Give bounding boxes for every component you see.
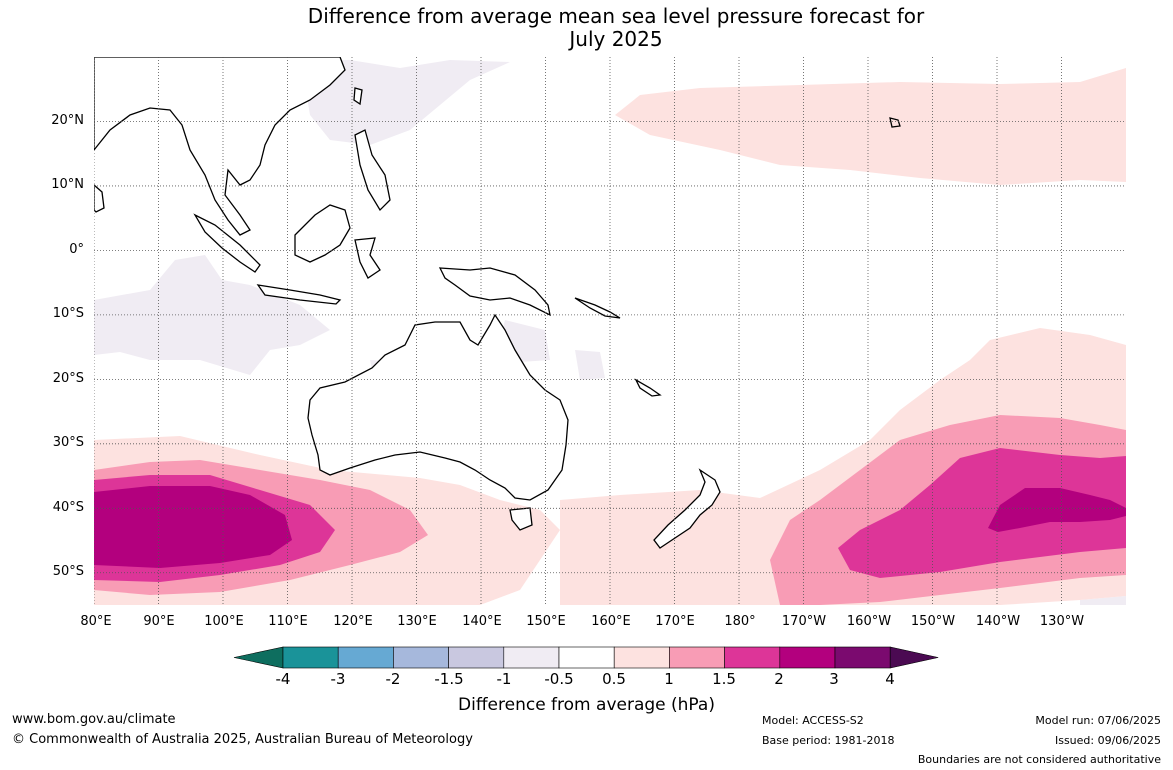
cb-tick-m0-5: -0.5 — [544, 670, 574, 688]
colorbar-extend-low — [233, 646, 284, 669]
pressure-anomaly-map — [94, 57, 1126, 605]
footer-base-period: Base period: 1981-2018 — [762, 734, 895, 747]
colorbar-segments — [233, 646, 939, 669]
cb-tick-2: 2 — [774, 670, 784, 688]
gridlines — [94, 57, 1126, 605]
sulawesi-coastline — [354, 237, 381, 279]
lon-label-140w: 140°W — [975, 614, 1021, 629]
colorbar-segment — [282, 646, 339, 669]
colorbar-segment — [779, 646, 836, 669]
footer-issued: Issued: 09/06/2025 — [1054, 734, 1161, 747]
anomaly-region-pos-2-east — [988, 488, 1126, 532]
footer-copyright: © Commonwealth of Australia 2025, Austra… — [12, 732, 473, 747]
anomaly-region-neg-0-5-south-china-sea — [300, 60, 510, 145]
hawaii-coastline — [889, 117, 901, 128]
lon-label-150w: 150°W — [910, 614, 956, 629]
colorbar-label: Difference from average (hPa) — [458, 695, 715, 715]
cb-tick-m1: -1 — [496, 670, 512, 688]
lon-label-170w: 170°W — [781, 614, 827, 629]
lat-label-30s: 30°S — [52, 435, 84, 450]
lat-label-20n: 20°N — [51, 113, 84, 128]
footer-disclaimer: Boundaries are not considered authoritat… — [917, 753, 1161, 766]
cb-tick-m3: -3 — [330, 670, 346, 688]
anomaly-region-pos-1-5-east — [838, 448, 1126, 578]
cb-tick-m2: -2 — [385, 670, 401, 688]
asia-coastline — [94, 57, 346, 236]
colorbar-segment — [393, 646, 449, 669]
lon-label-110e: 110°E — [268, 614, 308, 629]
cb-tick-m4: -4 — [275, 670, 291, 688]
anomaly-region-neg-0-5-se-pacific — [1080, 596, 1126, 605]
new-zealand-coastline — [653, 468, 721, 549]
java-coastline — [256, 284, 342, 305]
taiwan-coastline — [353, 87, 363, 106]
colorbar-extend-high — [889, 646, 939, 669]
title-line-2: July 2025 — [569, 27, 663, 51]
new-caledonia-coastline — [634, 378, 662, 397]
lon-label-130e: 130°E — [397, 614, 437, 629]
cb-tick-1-5: 1.5 — [712, 670, 736, 688]
lon-label-80e: 80°E — [80, 614, 112, 629]
sri-lanka-coastline — [94, 184, 105, 213]
colorbar-segment — [503, 646, 560, 669]
lon-label-160w: 160°W — [846, 614, 892, 629]
colorbar-segment — [558, 646, 615, 669]
borneo-coastline — [294, 204, 351, 263]
colorbar-segment — [669, 646, 725, 669]
philippines-coastline — [354, 129, 391, 212]
colorbar-segment — [834, 646, 891, 669]
lat-label-10n: 10°N — [51, 177, 84, 192]
cb-tick-0-5: 0.5 — [602, 670, 626, 688]
lon-label-100e: 100°E — [204, 614, 244, 629]
lat-label-0: 0° — [69, 242, 84, 257]
anomaly-region-pos-0-5-north-pacific — [615, 68, 1126, 185]
colorbar-segment — [448, 646, 505, 669]
cb-tick-m1-5: -1.5 — [434, 670, 464, 688]
title-line-1: Difference from average mean sea level p… — [307, 4, 925, 28]
colorbar-segment — [613, 646, 670, 669]
footer-model-run: Model run: 07/06/2025 — [1035, 714, 1161, 727]
australia-coastline — [307, 313, 569, 501]
lon-label-160e: 160°E — [591, 614, 631, 629]
chart-title: Difference from average mean sea level p… — [0, 5, 1173, 51]
lon-label-170e: 170°E — [655, 614, 695, 629]
colorbar-segment — [724, 646, 781, 669]
lon-label-180: 180° — [724, 614, 756, 629]
cb-tick-4: 4 — [885, 670, 895, 688]
coastlines — [94, 57, 901, 549]
lat-label-50s: 50°S — [52, 564, 84, 579]
lon-label-130w: 130°W — [1039, 614, 1085, 629]
cb-tick-3: 3 — [829, 670, 839, 688]
lat-label-20s: 20°S — [52, 371, 84, 386]
anomaly-layer — [94, 58, 1126, 605]
colorbar-segment — [337, 646, 394, 669]
new-guinea-coastline — [438, 267, 551, 317]
lon-label-140e: 140°E — [462, 614, 502, 629]
anomaly-region-pos-2-west — [94, 486, 292, 568]
lon-label-90e: 90°E — [143, 614, 175, 629]
cb-tick-1: 1 — [664, 670, 674, 688]
lon-label-150e: 150°E — [526, 614, 566, 629]
solomon-coastline — [574, 297, 621, 319]
anomaly-region-neg-0-5-coral — [575, 350, 605, 380]
lat-label-10s: 10°S — [52, 306, 84, 321]
footer-model: Model: ACCESS-S2 — [762, 714, 864, 727]
footer-website: www.bom.gov.au/climate — [12, 712, 176, 727]
lat-label-40s: 40°S — [52, 500, 84, 515]
lon-label-120e: 120°E — [333, 614, 373, 629]
